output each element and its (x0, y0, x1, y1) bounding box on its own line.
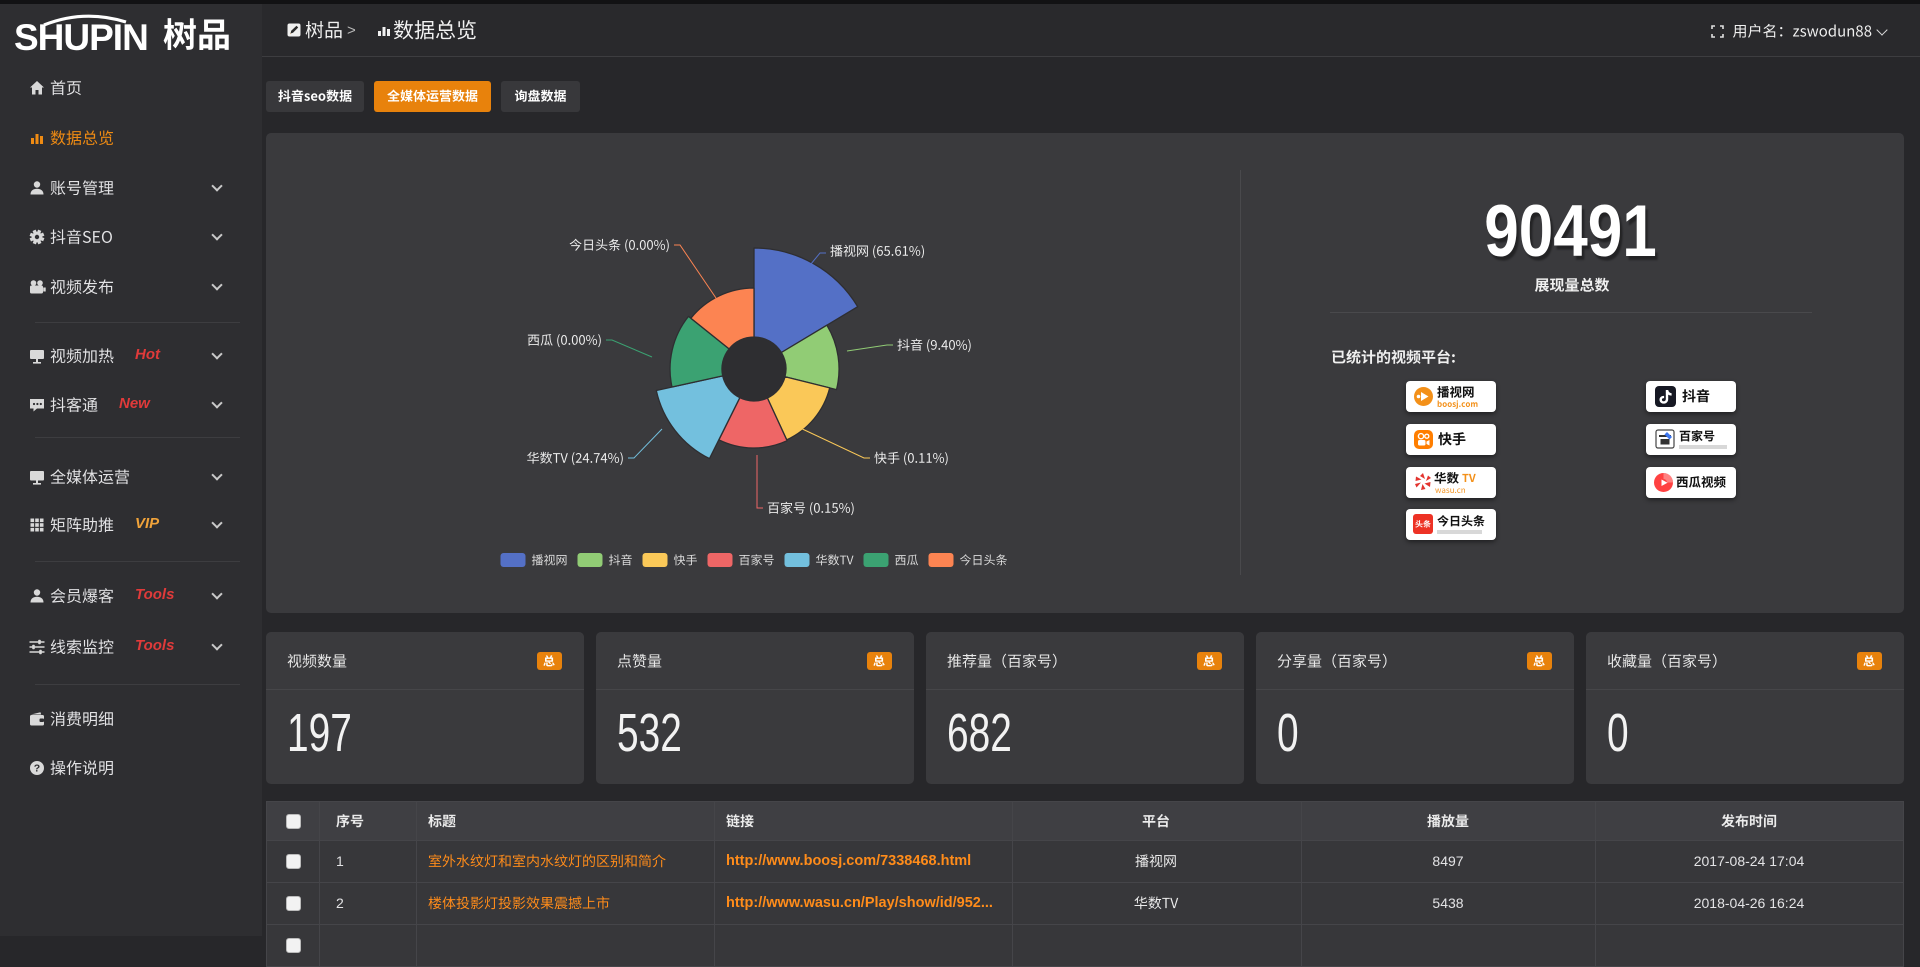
svg-text:SHUPIN: SHUPIN (14, 17, 148, 56)
svg-text:?: ? (34, 763, 40, 775)
